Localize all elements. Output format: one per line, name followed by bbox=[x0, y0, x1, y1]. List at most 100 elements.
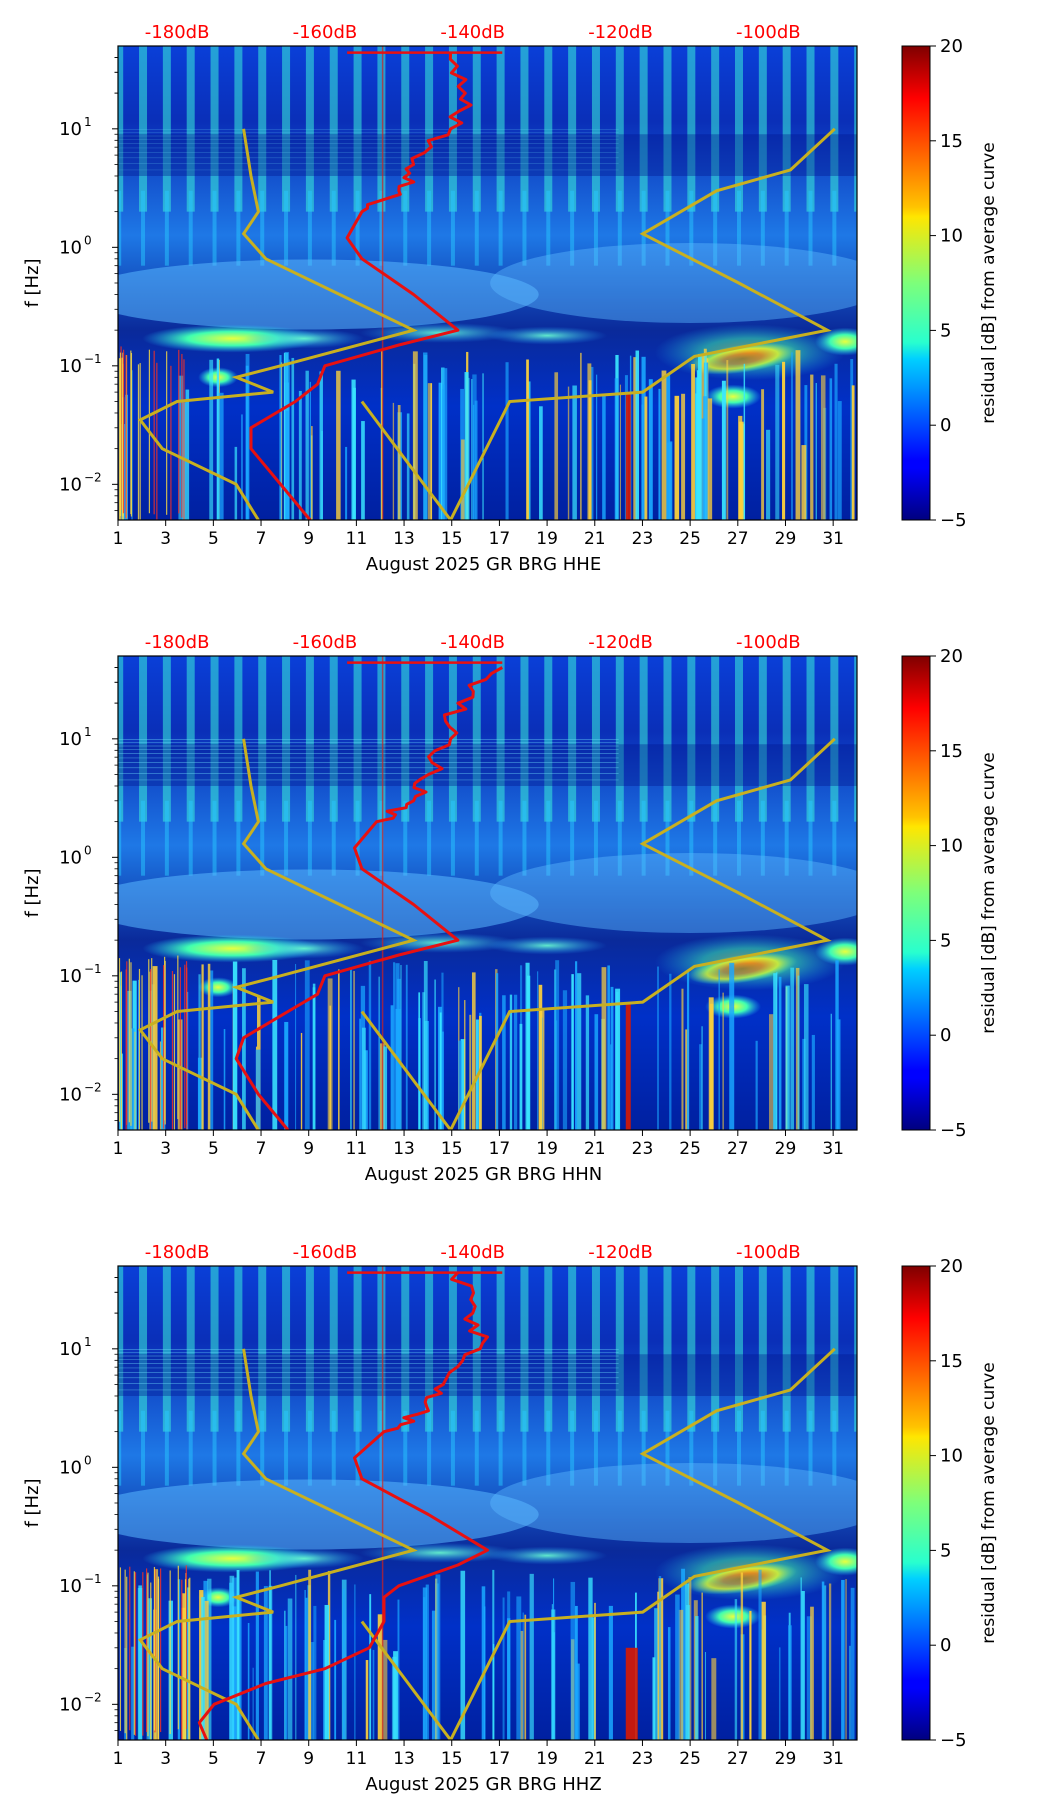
transient-spike bbox=[305, 1597, 308, 1740]
daily-stripe bbox=[139, 1266, 148, 1432]
colorbar bbox=[901, 45, 931, 521]
transient-spike bbox=[159, 1041, 162, 1130]
transient-spike bbox=[641, 404, 644, 520]
transient-spike bbox=[178, 375, 184, 520]
daily-stripe-lower bbox=[284, 800, 289, 876]
daily-stripe bbox=[258, 1266, 267, 1432]
transient-spike bbox=[441, 972, 444, 1130]
transient-spike bbox=[422, 1587, 428, 1740]
microseism-band bbox=[490, 853, 857, 933]
transient-spike bbox=[229, 1575, 235, 1740]
daily-stripe-lower bbox=[665, 190, 670, 266]
db-axis-label: -140dB bbox=[440, 1242, 505, 1263]
transient-spike bbox=[126, 1576, 128, 1740]
transient-spike bbox=[169, 1570, 171, 1735]
transient-spike bbox=[122, 349, 125, 514]
transient-spike bbox=[137, 364, 140, 520]
x-tick-label: 9 bbox=[303, 1139, 314, 1159]
daily-stripe-lower bbox=[760, 800, 765, 876]
daily-stripe-lower bbox=[713, 1410, 718, 1486]
daily-stripe bbox=[806, 1266, 815, 1432]
daily-stripe bbox=[854, 656, 857, 822]
daily-stripe bbox=[687, 656, 696, 822]
daily-stripe bbox=[615, 656, 624, 822]
transient-spike bbox=[667, 1627, 671, 1740]
transient-spike bbox=[657, 966, 659, 1130]
daily-stripe bbox=[854, 46, 857, 212]
transient-spike bbox=[354, 1584, 356, 1740]
transient-spike bbox=[345, 446, 348, 520]
transient-spike bbox=[658, 388, 661, 520]
daily-stripe-lower bbox=[450, 190, 455, 266]
transient-spike bbox=[201, 1597, 205, 1740]
transient-spike bbox=[138, 979, 140, 1130]
daily-stripe-lower bbox=[403, 1410, 408, 1486]
transient-spike bbox=[555, 960, 560, 1130]
transient-spike bbox=[179, 967, 181, 1130]
x-tick-label: 19 bbox=[536, 529, 558, 549]
transient-spike bbox=[119, 972, 122, 1130]
transient-spike bbox=[279, 355, 282, 520]
transient-spike bbox=[538, 984, 543, 1130]
transient-spike bbox=[304, 960, 310, 1130]
x-tick-label: 21 bbox=[584, 1139, 606, 1159]
transient-spike bbox=[151, 958, 153, 1122]
x-tick-label: 19 bbox=[536, 1139, 558, 1159]
daily-stripe-lower bbox=[355, 1410, 360, 1486]
transient-spike bbox=[505, 362, 509, 520]
transient-spike bbox=[698, 353, 702, 520]
daily-stripe bbox=[472, 656, 481, 822]
daily-stripe-lower bbox=[427, 1410, 432, 1486]
colorbar-tick-label: 10 bbox=[940, 836, 963, 857]
transient-spike bbox=[129, 1566, 131, 1731]
colorbar-label: residual [dB] from average curve bbox=[979, 1362, 999, 1643]
transient-spike bbox=[795, 350, 801, 520]
daily-stripe bbox=[568, 656, 577, 822]
daily-stripe bbox=[282, 656, 291, 822]
transient-spike bbox=[119, 1567, 122, 1731]
daily-stripe bbox=[568, 46, 577, 212]
transient-spike bbox=[188, 1578, 190, 1740]
transient-spike bbox=[185, 389, 190, 520]
x-tick-label: 15 bbox=[441, 1749, 463, 1769]
daily-stripe-lower bbox=[403, 800, 408, 876]
microseism-peak bbox=[243, 328, 364, 349]
x-tick-label: 9 bbox=[303, 1749, 314, 1769]
transient-spike bbox=[721, 380, 726, 520]
transient-spike bbox=[295, 963, 297, 1130]
transient-spike bbox=[607, 965, 610, 1130]
transient-spike bbox=[849, 1645, 851, 1740]
transient-spike bbox=[305, 370, 309, 520]
transient-spike bbox=[821, 1581, 825, 1740]
transient-spike bbox=[815, 382, 817, 520]
transient-spike bbox=[701, 1026, 703, 1130]
daily-stripe bbox=[234, 46, 243, 212]
x-tick-label: 5 bbox=[208, 1749, 219, 1769]
daily-stripe bbox=[210, 1266, 219, 1432]
transient-spike bbox=[496, 973, 499, 1130]
daily-stripe bbox=[663, 46, 672, 212]
transient-spike bbox=[468, 377, 470, 520]
transient-spike bbox=[551, 1609, 556, 1740]
transient-spike bbox=[471, 972, 476, 1130]
daily-stripe bbox=[118, 46, 124, 212]
transient-spike bbox=[171, 970, 174, 1130]
transient-spike bbox=[554, 372, 559, 520]
transient-spike bbox=[393, 962, 396, 1130]
nhnm-curve bbox=[449, 737, 836, 1130]
transient-spike bbox=[353, 970, 355, 1130]
transient-spike bbox=[393, 1651, 398, 1740]
daily-stripe bbox=[663, 656, 672, 822]
transient-spike bbox=[797, 975, 800, 1130]
transient-spike bbox=[400, 965, 402, 1130]
x-tick-label: 17 bbox=[489, 1749, 511, 1769]
transient-spike bbox=[822, 1585, 827, 1740]
daily-stripe bbox=[377, 656, 386, 822]
transient-spike bbox=[186, 967, 188, 1130]
transient-spike bbox=[701, 1592, 703, 1740]
daily-stripe-lower bbox=[236, 190, 241, 266]
x-tick-label: 21 bbox=[584, 529, 606, 549]
y-tick-label: 10 bbox=[59, 1084, 82, 1105]
transient-spike bbox=[574, 1605, 578, 1740]
transient-spike bbox=[130, 962, 132, 1126]
